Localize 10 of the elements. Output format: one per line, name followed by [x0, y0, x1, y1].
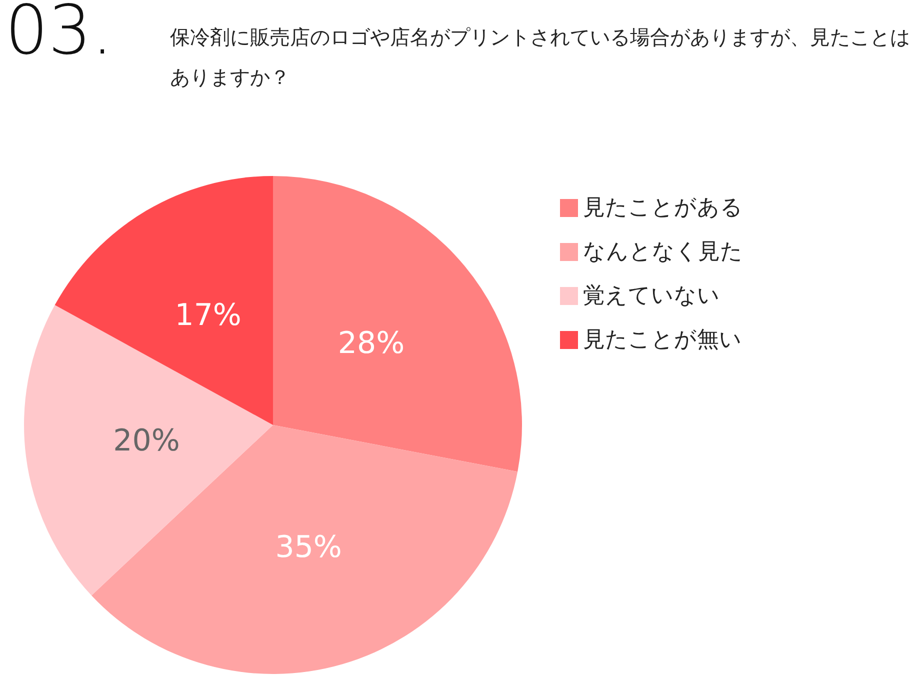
legend-label: 覚えていない: [583, 284, 720, 308]
chart-title: 03.: [5, 0, 114, 70]
data-label: 28%: [338, 326, 405, 362]
legend-label: 見たことがある: [583, 196, 743, 220]
legend-label: なんとなく見た: [583, 240, 743, 264]
legend-label: 見たことが無い: [583, 328, 742, 352]
data-label: 20%: [113, 423, 180, 458]
data-label: 17%: [174, 298, 242, 333]
chart-subtitle: 保冷剤に販売店のロゴや店名がプリントされている場合がありますが、見たことはありますか？: [170, 25, 910, 89]
data-label: 35%: [275, 530, 342, 565]
